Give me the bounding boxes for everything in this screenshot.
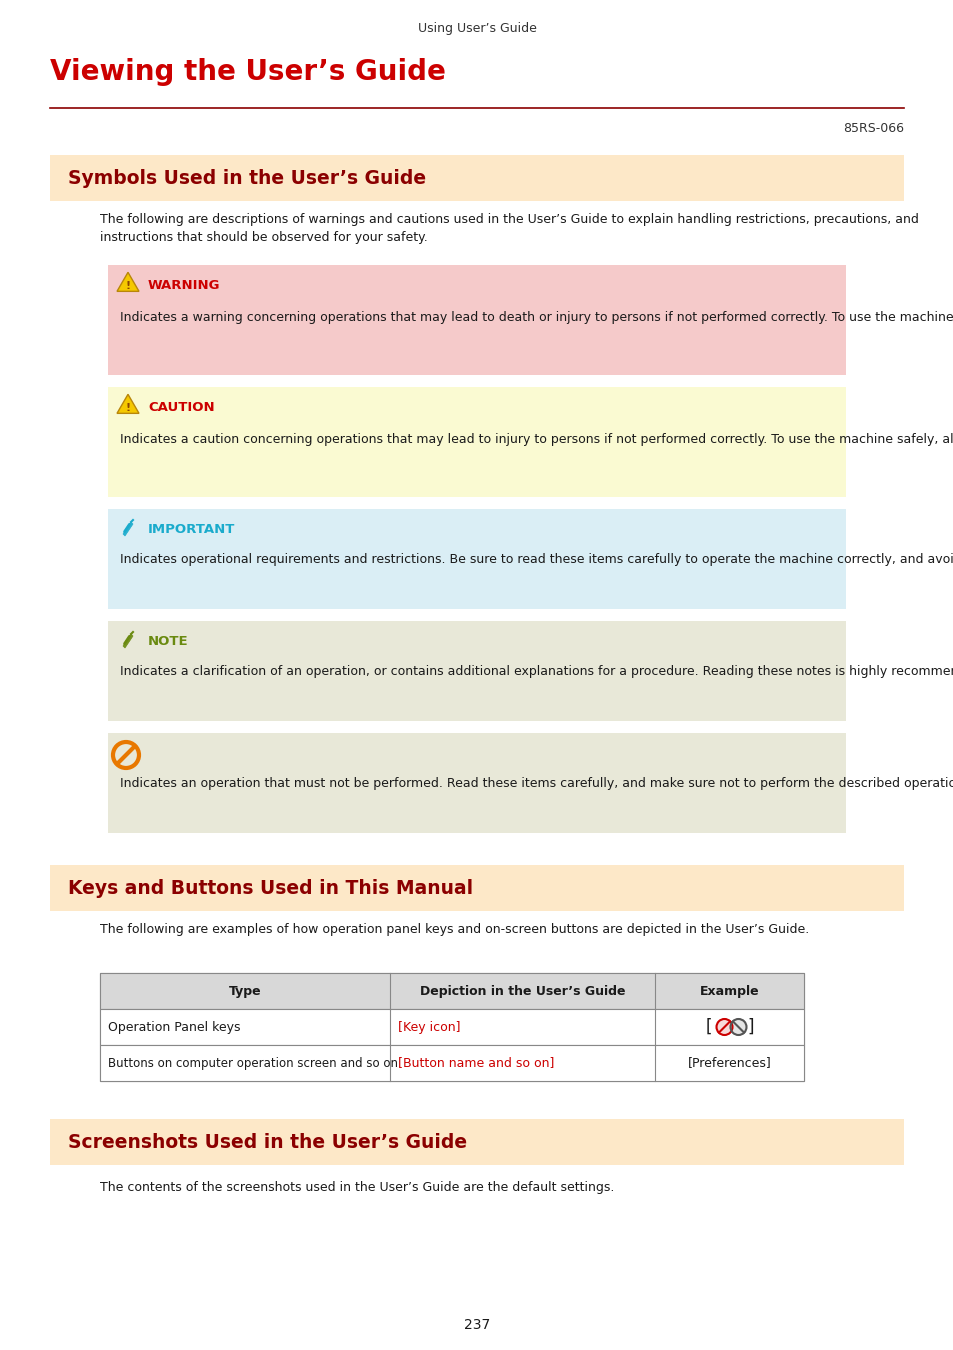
FancyBboxPatch shape [100,1008,803,1045]
Text: ]: ] [747,1018,753,1035]
FancyBboxPatch shape [108,265,845,375]
Text: Keys and Buttons Used in This Manual: Keys and Buttons Used in This Manual [68,879,473,898]
Text: WARNING: WARNING [148,279,220,292]
Text: [: [ [705,1018,711,1035]
Text: The following are descriptions of warnings and cautions used in the User’s Guide: The following are descriptions of warnin… [100,213,918,244]
Text: 85RS-066: 85RS-066 [842,122,903,135]
FancyBboxPatch shape [108,621,845,721]
Text: The following are examples of how operation panel keys and on-screen buttons are: The following are examples of how operat… [100,923,808,936]
FancyBboxPatch shape [108,387,845,497]
FancyBboxPatch shape [100,973,803,1008]
Text: Viewing the User’s Guide: Viewing the User’s Guide [50,58,445,86]
FancyBboxPatch shape [50,865,903,911]
Text: The contents of the screenshots used in the User’s Guide are the default setting: The contents of the screenshots used in … [100,1181,614,1193]
FancyBboxPatch shape [50,155,903,201]
Text: Using User’s Guide: Using User’s Guide [417,22,536,35]
FancyBboxPatch shape [108,509,845,609]
FancyBboxPatch shape [108,733,845,833]
Text: Screenshots Used in the User’s Guide: Screenshots Used in the User’s Guide [68,1133,467,1152]
Text: Example: Example [699,984,759,998]
Text: IMPORTANT: IMPORTANT [148,522,235,536]
FancyBboxPatch shape [100,1045,803,1081]
Polygon shape [117,273,139,292]
Text: Buttons on computer operation screen and so on: Buttons on computer operation screen and… [108,1057,397,1069]
Circle shape [730,1019,745,1035]
Circle shape [716,1019,732,1035]
Text: !: ! [125,281,131,292]
Polygon shape [117,394,139,413]
Text: Indicates operational requirements and restrictions. Be sure to read these items: Indicates operational requirements and r… [120,554,953,566]
Polygon shape [123,634,132,648]
Text: Indicates a clarification of an operation, or contains additional explanations f: Indicates a clarification of an operatio… [120,666,953,678]
Text: Operation Panel keys: Operation Panel keys [108,1021,240,1034]
Text: Symbols Used in the User’s Guide: Symbols Used in the User’s Guide [68,169,426,188]
Text: [Button name and so on]: [Button name and so on] [397,1057,554,1069]
Polygon shape [123,522,132,536]
Text: 237: 237 [463,1318,490,1332]
Text: NOTE: NOTE [148,634,189,648]
Text: Indicates a caution concerning operations that may lead to injury to persons if : Indicates a caution concerning operation… [120,433,953,446]
Text: [Preferences]: [Preferences] [687,1057,771,1069]
Text: Indicates a warning concerning operations that may lead to death or injury to pe: Indicates a warning concerning operation… [120,310,953,324]
Text: [Key icon]: [Key icon] [397,1021,460,1034]
FancyBboxPatch shape [50,1119,903,1165]
FancyBboxPatch shape [100,973,803,1081]
Text: CAUTION: CAUTION [148,401,214,414]
Text: Depiction in the User’s Guide: Depiction in the User’s Guide [419,984,624,998]
Text: !: ! [125,404,131,413]
Text: Type: Type [229,984,261,998]
Text: Indicates an operation that must not be performed. Read these items carefully, a: Indicates an operation that must not be … [120,778,953,790]
